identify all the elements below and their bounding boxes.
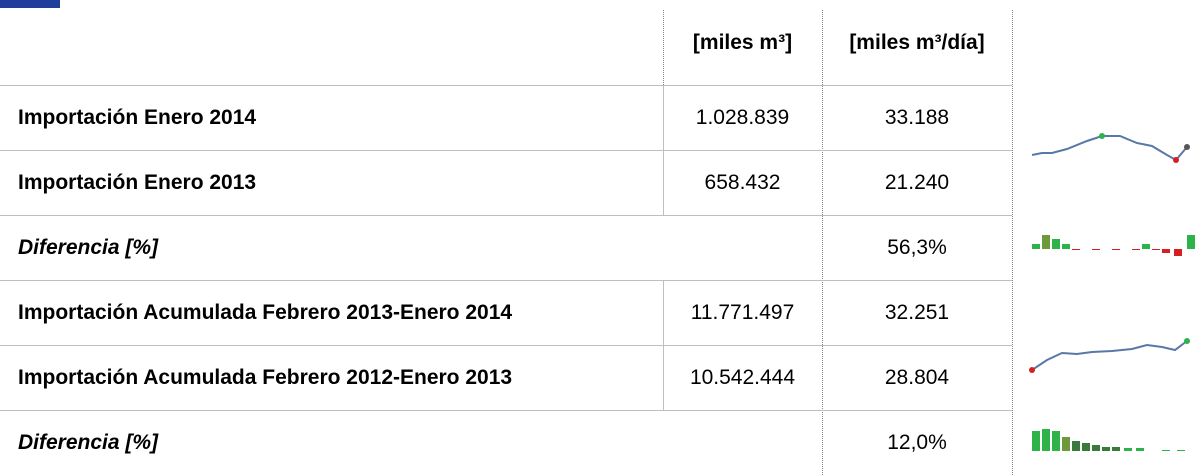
divider xyxy=(1012,10,1013,475)
row-label: Diferencia [%] xyxy=(18,235,159,259)
row-border xyxy=(0,150,1012,151)
header: [miles m³] xyxy=(692,30,793,54)
total-value: 11.771.497 xyxy=(690,300,795,324)
total-value: 658.432 xyxy=(704,170,781,194)
row-border xyxy=(0,410,1012,411)
daily-value: 21.240 xyxy=(884,170,950,194)
row-border xyxy=(0,280,1012,281)
title-fragment xyxy=(0,0,60,8)
row-label: Importación Acumulada Febrero 2013-Enero… xyxy=(18,300,513,324)
row-label: Importación Enero 2013 xyxy=(18,170,257,194)
daily-value: 56,3% xyxy=(887,235,947,259)
divider xyxy=(663,85,664,150)
divider xyxy=(663,345,664,410)
row-border xyxy=(0,85,1012,86)
row-border xyxy=(0,345,1012,346)
row-label: Diferencia [%] xyxy=(18,430,159,454)
divider xyxy=(663,280,664,345)
divider xyxy=(663,150,664,215)
row-label: Importación Acumulada Febrero 2012-Enero… xyxy=(18,365,513,389)
daily-value: 33.188 xyxy=(884,105,950,129)
sparklines xyxy=(1029,133,1195,451)
daily-value: 32.251 xyxy=(884,300,950,324)
row-border xyxy=(0,215,1012,216)
daily-value: 28.804 xyxy=(884,365,950,389)
total-value: 10.542.444 xyxy=(689,365,796,389)
row-label: Importación Enero 2014 xyxy=(18,105,257,129)
total-value: 1.028.839 xyxy=(695,105,790,129)
daily-value: 12,0% xyxy=(887,430,947,454)
header: [miles m³/día] xyxy=(849,30,985,54)
divider xyxy=(663,10,664,85)
divider xyxy=(822,10,823,475)
